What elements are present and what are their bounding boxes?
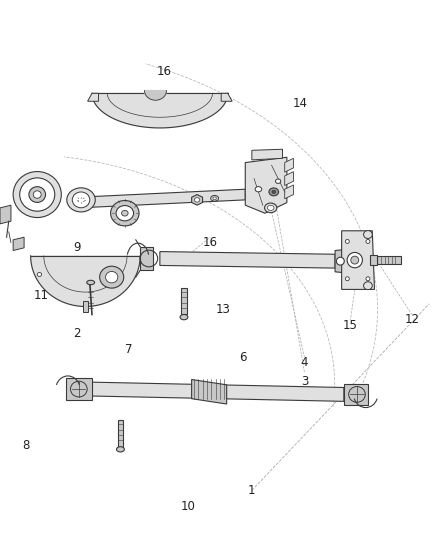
Ellipse shape [87, 280, 95, 285]
Polygon shape [181, 288, 187, 314]
Text: 9: 9 [73, 241, 81, 254]
Text: 13: 13 [216, 303, 231, 316]
Ellipse shape [180, 314, 188, 320]
Polygon shape [13, 237, 24, 251]
Ellipse shape [211, 196, 219, 201]
Ellipse shape [276, 179, 281, 183]
Polygon shape [342, 231, 374, 289]
Text: 2: 2 [73, 327, 81, 340]
Ellipse shape [366, 239, 370, 244]
Ellipse shape [121, 211, 128, 216]
Ellipse shape [345, 239, 350, 244]
Ellipse shape [99, 266, 124, 288]
Ellipse shape [13, 172, 61, 217]
Ellipse shape [33, 191, 41, 198]
Ellipse shape [20, 178, 55, 211]
Text: 11: 11 [34, 289, 49, 302]
Ellipse shape [366, 277, 370, 281]
Polygon shape [92, 93, 228, 128]
Ellipse shape [117, 447, 124, 452]
Ellipse shape [116, 206, 134, 221]
Polygon shape [140, 247, 153, 270]
Ellipse shape [255, 187, 262, 192]
Text: 6: 6 [239, 351, 247, 364]
Text: 8: 8 [23, 439, 30, 451]
Ellipse shape [106, 271, 118, 283]
Text: 16: 16 [203, 236, 218, 249]
Polygon shape [221, 93, 232, 101]
Polygon shape [370, 255, 377, 265]
Polygon shape [0, 205, 11, 224]
Ellipse shape [110, 200, 139, 226]
Polygon shape [335, 249, 346, 273]
Polygon shape [83, 301, 88, 312]
Polygon shape [285, 172, 293, 185]
Text: 3: 3 [301, 375, 308, 387]
Text: 7: 7 [125, 343, 133, 356]
Polygon shape [252, 149, 283, 160]
Polygon shape [118, 420, 123, 447]
Text: 12: 12 [404, 313, 419, 326]
Polygon shape [191, 379, 227, 404]
Polygon shape [344, 384, 368, 405]
Ellipse shape [72, 192, 90, 208]
Text: 14: 14 [293, 98, 307, 110]
Ellipse shape [213, 197, 216, 199]
Polygon shape [88, 93, 99, 101]
Ellipse shape [272, 190, 276, 193]
Polygon shape [377, 256, 401, 264]
Polygon shape [79, 189, 245, 208]
Text: 10: 10 [181, 500, 196, 513]
Polygon shape [160, 252, 335, 268]
Polygon shape [66, 378, 92, 400]
Ellipse shape [269, 188, 279, 196]
Ellipse shape [364, 282, 372, 289]
Ellipse shape [364, 231, 372, 238]
Ellipse shape [347, 253, 363, 268]
Polygon shape [285, 185, 293, 199]
Text: 1: 1 [248, 484, 256, 497]
Ellipse shape [67, 188, 95, 212]
Polygon shape [245, 157, 287, 213]
Ellipse shape [345, 277, 350, 281]
Ellipse shape [336, 257, 344, 265]
Ellipse shape [267, 205, 274, 211]
Ellipse shape [194, 198, 200, 202]
Text: 16: 16 [157, 66, 172, 78]
Polygon shape [92, 382, 344, 401]
Polygon shape [285, 158, 293, 172]
Polygon shape [31, 256, 140, 306]
Ellipse shape [37, 272, 42, 277]
Polygon shape [192, 195, 202, 205]
Polygon shape [145, 91, 166, 100]
Ellipse shape [351, 256, 359, 264]
Text: 15: 15 [343, 319, 358, 332]
Ellipse shape [265, 203, 277, 213]
Ellipse shape [29, 187, 46, 203]
Text: 4: 4 [300, 356, 308, 369]
